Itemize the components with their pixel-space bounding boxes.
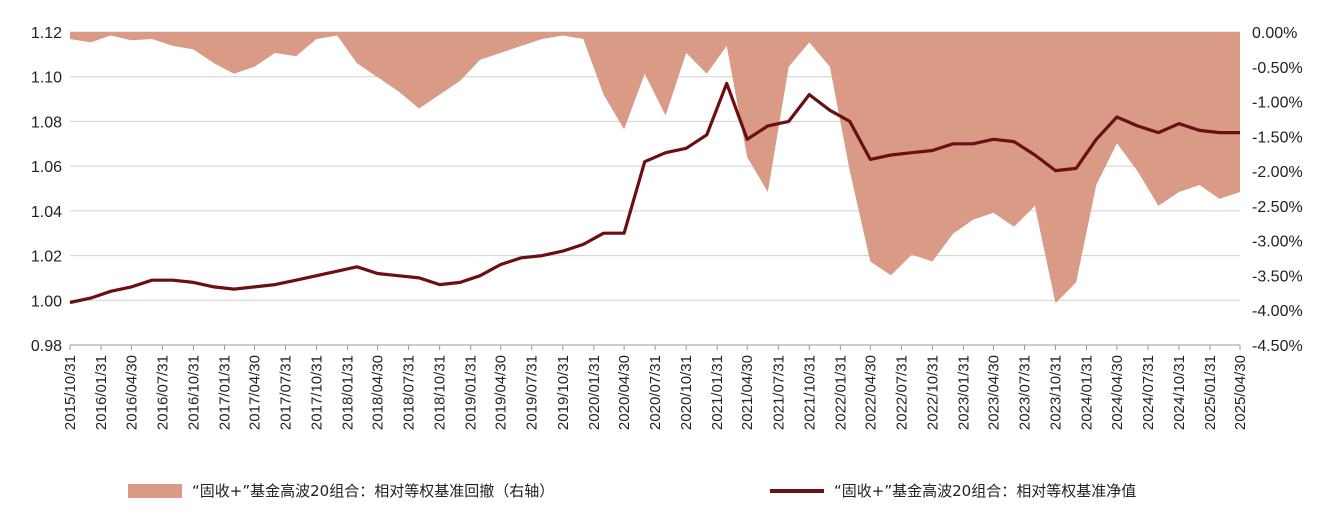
legend-swatch-drawdown	[128, 483, 182, 498]
x-tick-label: 2019/01/31	[463, 355, 480, 430]
x-tick-label: 2019/04/30	[493, 355, 510, 430]
x-tick-label: 2024/04/30	[1109, 355, 1126, 430]
right-tick-label: -2.50%	[1252, 199, 1303, 216]
x-tick-label: 2017/07/31	[278, 355, 295, 430]
x-tick-label: 2023/10/31	[1048, 355, 1065, 430]
x-tick-label: 2018/04/30	[370, 355, 387, 430]
right-tick-label: -3.00%	[1252, 234, 1303, 251]
left-tick-label: 0.98	[31, 338, 62, 355]
x-tick-label: 2018/10/31	[432, 355, 449, 430]
right-tick-label: -3.50%	[1252, 268, 1303, 285]
x-tick-label: 2023/07/31	[1016, 355, 1033, 430]
legend-item-nav: “固收+”基金高波20组合：相对等权基准净值	[770, 480, 1136, 501]
x-tick-label: 2024/07/31	[1140, 355, 1157, 430]
x-tick-label: 2022/04/30	[862, 355, 879, 430]
x-tick-label: 2016/04/30	[123, 355, 140, 430]
x-tick-label: 2020/10/31	[678, 355, 695, 430]
right-tick-label: -1.00%	[1252, 95, 1303, 112]
x-tick-label: 2022/07/31	[893, 355, 910, 430]
x-tick-label: 2021/01/31	[709, 355, 726, 430]
x-tick-label: 2021/10/31	[801, 355, 818, 430]
x-tick-label: 2016/10/31	[185, 355, 202, 430]
left-tick-label: 1.12	[31, 25, 62, 42]
x-tick-label: 2025/01/31	[1202, 355, 1219, 430]
left-tick-label: 1.10	[31, 70, 62, 87]
x-tick-label: 2022/01/31	[832, 355, 849, 430]
left-tick-label: 1.08	[31, 114, 62, 131]
right-tick-label: -4.50%	[1252, 338, 1303, 355]
drawdown-area	[70, 32, 1240, 304]
right-tick-label: -2.00%	[1252, 164, 1303, 181]
x-tick-label: 2018/01/31	[340, 355, 357, 430]
x-tick-label: 2023/01/31	[955, 355, 972, 430]
x-tick-label: 2020/04/30	[616, 355, 633, 430]
legend-item-drawdown: “固收+”基金高波20组合：相对等权基准回撤（右轴）	[128, 480, 554, 501]
right-tick-label: 0.00%	[1252, 25, 1297, 42]
nav-line	[69, 81, 1240, 305]
x-tick-label: 2024/01/31	[1079, 355, 1096, 430]
x-tick-label: 2015/10/31	[62, 355, 79, 430]
x-tick-label: 2023/04/30	[985, 355, 1002, 430]
legend-label-nav: “固收+”基金高波20组合：相对等权基准净值	[834, 482, 1137, 500]
x-tick-label: 2021/04/30	[739, 355, 756, 430]
legend: “固收+”基金高波20组合：相对等权基准回撤（右轴） “固收+”基金高波20组合…	[0, 480, 1326, 510]
left-tick-label: 1.02	[31, 249, 62, 266]
x-tick-label: 2017/10/31	[309, 355, 326, 430]
x-tick-label: 2018/07/31	[401, 355, 418, 430]
x-tick-label: 2022/10/31	[924, 355, 941, 430]
left-tick-label: 1.00	[31, 293, 62, 310]
legend-label-drawdown: “固收+”基金高波20组合：相对等权基准回撤（右轴）	[192, 482, 555, 500]
x-tick-label: 2016/07/31	[154, 355, 171, 430]
x-tick-label: 2019/07/31	[524, 355, 541, 430]
right-tick-label: -0.50%	[1252, 60, 1303, 77]
x-tick-label: 2021/07/31	[770, 355, 787, 430]
x-tick-label: 2019/10/31	[555, 355, 572, 430]
x-tick-label: 2025/04/30	[1232, 355, 1249, 430]
right-tick-label: -4.00%	[1252, 303, 1303, 320]
x-tick-label: 2020/01/31	[586, 355, 603, 430]
left-tick-label: 1.06	[31, 159, 62, 176]
x-tick-label: 2016/01/31	[93, 355, 110, 430]
chart-svg: 0.98 1.00 1.02 1.04 1.06 1.08 1.10 1.12 -4.50% -4…	[31, 25, 1303, 430]
right-tick-label: -1.50%	[1252, 129, 1303, 146]
left-tick-label: 1.04	[31, 204, 62, 221]
x-tick-label: 2020/07/31	[647, 355, 664, 430]
x-tick-label: 2017/01/31	[216, 355, 233, 430]
x-tick-label: 2024/10/31	[1171, 355, 1188, 430]
legend-swatch-nav	[770, 488, 824, 493]
x-tick-label: 2017/04/30	[246, 355, 263, 430]
